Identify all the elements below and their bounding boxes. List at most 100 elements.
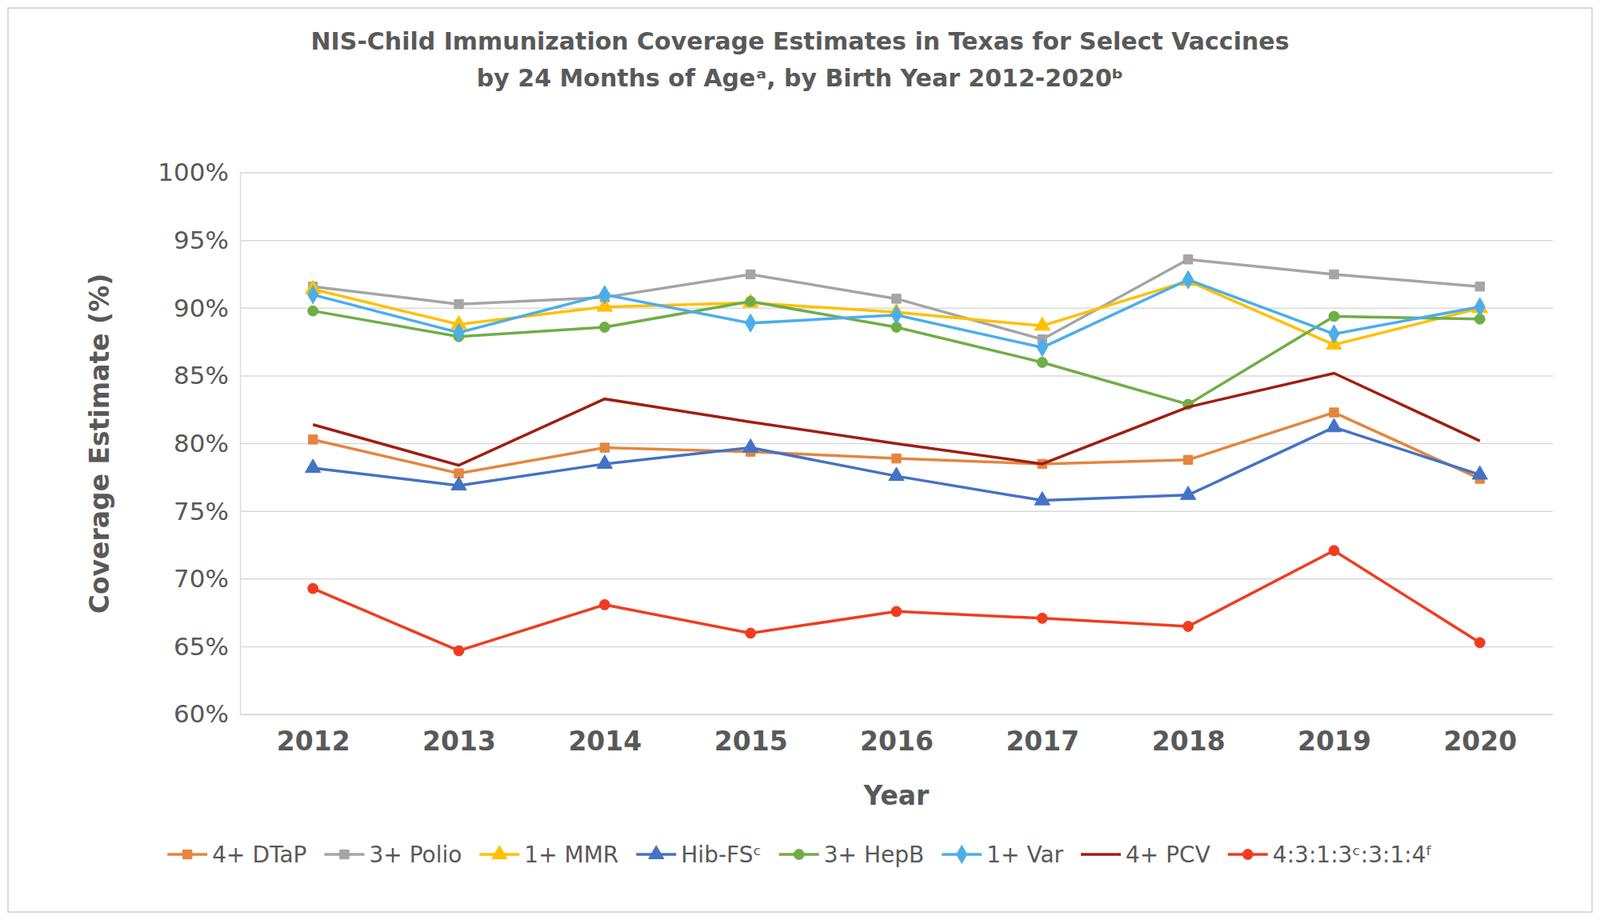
grid-line bbox=[240, 375, 1553, 377]
chart-frame bbox=[8, 8, 1592, 912]
series-marker bbox=[1328, 545, 1340, 556]
series-marker bbox=[1328, 311, 1340, 322]
series-marker bbox=[745, 296, 756, 307]
y-tick: 95% bbox=[173, 225, 240, 255]
series-marker bbox=[888, 467, 904, 481]
series-line bbox=[312, 550, 1480, 651]
x-tick-label: 2017 bbox=[1005, 725, 1080, 757]
legend-item: 1+ Var bbox=[941, 841, 1064, 868]
x-tick-label: 2012 bbox=[276, 725, 351, 757]
series-marker bbox=[743, 438, 759, 452]
series-marker bbox=[1183, 621, 1194, 632]
series-marker bbox=[1183, 255, 1192, 264]
y-tick: 80% bbox=[173, 428, 240, 458]
y-tick-label: 90% bbox=[173, 293, 229, 323]
plot-marks bbox=[305, 255, 1488, 656]
x-tick: 2014 bbox=[568, 714, 642, 757]
series-marker bbox=[1472, 465, 1488, 480]
grid-line bbox=[240, 713, 1553, 716]
series-marker bbox=[1474, 297, 1485, 316]
series-marker bbox=[1329, 408, 1339, 417]
y-tick-label: 80% bbox=[173, 428, 229, 458]
grid-line bbox=[240, 646, 1553, 648]
grid-line bbox=[240, 578, 1553, 580]
grid-line bbox=[240, 240, 1553, 242]
legend-label: 4+ PCV bbox=[1125, 841, 1211, 868]
y-tick-label: 95% bbox=[173, 225, 229, 255]
x-tick: 2019 bbox=[1297, 714, 1372, 757]
series-marker bbox=[745, 313, 756, 332]
chart-title: by 24 Months of Ageᵃ, by Birth Year 2012… bbox=[476, 64, 1124, 92]
series-marker bbox=[1183, 455, 1192, 464]
x-tick: 2016 bbox=[860, 714, 934, 757]
series-marker bbox=[453, 645, 464, 656]
series-marker bbox=[1474, 637, 1485, 648]
series-marker bbox=[600, 443, 609, 452]
legend-label: 1+ Var bbox=[986, 841, 1064, 868]
x-tick-label: 2015 bbox=[714, 725, 788, 757]
legend-marker bbox=[648, 845, 664, 860]
series-marker bbox=[599, 599, 610, 610]
series-marker bbox=[745, 269, 755, 279]
y-axis: 60% 65% 70% 75% 80% 85% 90% 95% 100% bbox=[157, 157, 240, 728]
x-tick-label: 2016 bbox=[860, 725, 934, 757]
y-tick: 75% bbox=[173, 496, 240, 526]
y-tick: 70% bbox=[173, 564, 240, 593]
series-line bbox=[312, 280, 1480, 348]
grid bbox=[240, 172, 1553, 715]
y-tick-label: 60% bbox=[173, 699, 229, 728]
legend-label: 1+ MMR bbox=[524, 841, 619, 868]
legend-item: 4+ PCV bbox=[1080, 841, 1211, 868]
series-line bbox=[312, 301, 1480, 405]
legend-item: 4+ DTaP bbox=[167, 841, 307, 868]
series-marker bbox=[308, 583, 319, 594]
x-tick: 2020 bbox=[1443, 714, 1517, 757]
series-marker bbox=[454, 299, 464, 308]
legend-swatch bbox=[1080, 852, 1121, 856]
y-axis-title: Coverage Estimate (%) bbox=[84, 273, 116, 615]
series-line bbox=[312, 427, 1480, 500]
series-line bbox=[312, 259, 1480, 340]
y-tick: 90% bbox=[173, 293, 240, 323]
grid-line bbox=[240, 172, 1553, 174]
series-marker bbox=[1475, 281, 1484, 291]
x-tick: 2015 bbox=[714, 714, 788, 757]
legend-marker bbox=[340, 849, 349, 859]
legend-label: 4+ DTaP bbox=[212, 841, 307, 868]
y-tick: 85% bbox=[173, 360, 240, 390]
legend-label: 3+ Polio bbox=[368, 841, 462, 868]
series-marker bbox=[745, 628, 756, 639]
x-axis: 201220132014201520162017201820192020 bbox=[240, 714, 1554, 757]
series-marker bbox=[1180, 486, 1196, 500]
series-marker bbox=[599, 285, 610, 304]
x-tick: 2017 bbox=[1005, 714, 1080, 757]
series-marker bbox=[1329, 269, 1339, 279]
series-marker bbox=[596, 455, 612, 469]
legend: 4+ DTaP 3+ Polio 1+ MMR Hib-FSᶜ 3+ HepB 1+ Va… bbox=[167, 841, 1433, 868]
x-tick-label: 2019 bbox=[1297, 725, 1372, 757]
series-marker bbox=[305, 459, 321, 473]
series-marker bbox=[892, 453, 901, 463]
series-marker bbox=[1328, 324, 1340, 344]
y-tick-label: 70% bbox=[173, 564, 229, 593]
x-axis-title: Year bbox=[863, 780, 931, 812]
legend-marker bbox=[793, 849, 804, 860]
y-tick: 100% bbox=[157, 157, 240, 187]
y-tick-label: 65% bbox=[173, 632, 229, 661]
legend-marker bbox=[1242, 849, 1253, 860]
y-tick: 65% bbox=[173, 632, 240, 661]
series-marker bbox=[891, 305, 902, 324]
chart: NIS-Child Immunization Coverage Estimate… bbox=[0, 0, 1600, 920]
x-tick: 2012 bbox=[276, 714, 351, 757]
legend-item: 4:3:1:3ᶜ:3:1:4ᶠ bbox=[1228, 841, 1433, 868]
legend-label: 3+ HepB bbox=[824, 841, 924, 868]
legend-marker bbox=[492, 845, 508, 860]
legend-marker bbox=[183, 849, 192, 859]
y-tick-label: 85% bbox=[173, 360, 229, 390]
series-marker bbox=[891, 606, 902, 617]
y-tick-label: 100% bbox=[157, 157, 229, 187]
series-marker bbox=[308, 285, 319, 304]
legend-item: Hib-FSᶜ bbox=[636, 841, 761, 868]
series-marker bbox=[599, 322, 610, 333]
legend-marker bbox=[956, 845, 968, 864]
